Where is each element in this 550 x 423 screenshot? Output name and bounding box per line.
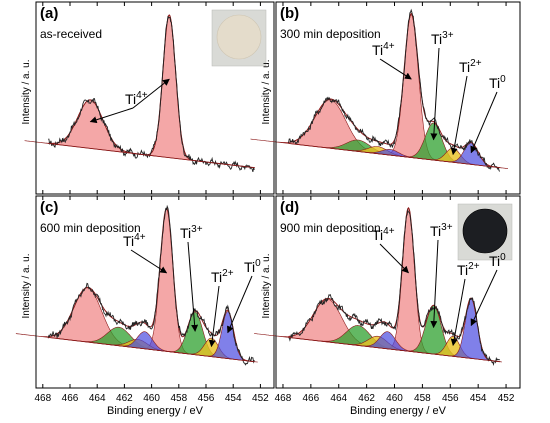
x-axis-label: Binding energy / eV <box>350 405 447 417</box>
x-tick-label: 464 <box>330 393 347 404</box>
peak-label-ti3plus: Ti3+ <box>430 222 453 239</box>
peak-arrow <box>470 91 498 154</box>
peak-label-ti3plus: Ti3+ <box>180 224 203 241</box>
panel-sample-label: as-received <box>40 27 102 41</box>
x-tick-label: 468 <box>275 393 292 404</box>
peak-arrow <box>130 249 168 274</box>
x-tick-label: 456 <box>198 393 215 404</box>
peak-label-ti4plus: Ti4+ <box>372 226 395 243</box>
y-axis-label: Intensity / a. u. <box>261 253 272 318</box>
panel-letter: (c) <box>40 199 58 216</box>
x-tick-label: 462 <box>358 393 375 404</box>
peak-arrow <box>208 285 220 348</box>
peak-ti4plus-satellite <box>24 99 157 157</box>
panel-c: 468 466 464 462 460 458 456 454 452 (c) 600 min de… <box>15 195 275 404</box>
x-tick-label: 454 <box>225 393 242 404</box>
x-tick-label: 458 <box>170 393 187 404</box>
peak-label-ti2plus: Ti2+ <box>459 58 482 75</box>
peak-arrow <box>132 78 170 109</box>
x-tick-label: 452 <box>498 393 515 404</box>
x-tick-label: 466 <box>303 393 320 404</box>
background-line <box>48 143 256 169</box>
raw-spectrum <box>48 15 255 173</box>
x-tick-label: 468 <box>34 393 51 404</box>
peak-arrow <box>187 241 199 332</box>
x-tick-label: 464 <box>89 393 106 404</box>
peak-arrow <box>379 58 412 80</box>
plot-frame <box>35 1 275 195</box>
x-tick-label: 460 <box>386 393 403 404</box>
y-axis-label: Intensity / a. u. <box>21 253 32 318</box>
sample-disc <box>216 14 262 60</box>
peak-arrow <box>430 47 440 141</box>
panel-letter: (a) <box>40 5 58 22</box>
raw-spectrum <box>288 8 501 172</box>
x-tick-label: 456 <box>442 393 459 404</box>
background-line <box>48 337 256 363</box>
peak-label-ti0: Ti0 <box>489 74 506 91</box>
panel-sample-label: 300 min deposition <box>280 27 381 41</box>
x-tick-label: 458 <box>414 393 431 404</box>
peak-ti4plus-satellite <box>250 99 411 158</box>
peak-label-ti4plus: Ti4+ <box>372 41 395 58</box>
panel-sample-label: 600 min deposition <box>40 221 141 235</box>
peak-arrow <box>430 239 439 329</box>
x-tick-label: 452 <box>252 393 269 404</box>
peak-arrow <box>470 269 498 327</box>
y-axis-label: Intensity / a. u. <box>21 59 32 124</box>
panel-a: (a) as-received Intensity / a. u. Ti4+ <box>21 1 275 195</box>
sample-disc <box>462 208 508 254</box>
panel-sample-label: 900 min deposition <box>280 221 381 235</box>
x-axis-label: Binding energy / eV <box>107 405 204 417</box>
peak-arrow <box>89 107 134 124</box>
y-axis-label: Intensity / a. u. <box>261 59 272 124</box>
plot-frame <box>275 1 521 195</box>
background-line <box>288 337 501 363</box>
background-line <box>288 143 501 169</box>
x-tick-label: 460 <box>143 393 160 404</box>
x-tick-label: 462 <box>116 393 133 404</box>
peak-arrow <box>227 275 253 334</box>
peak-label-ti2plus: Ti2+ <box>457 261 480 278</box>
panel-b: (b) 300 min deposition Intensity / a. u. Ti… <box>250 1 521 195</box>
raw-spectrum <box>288 208 500 367</box>
plot-frame <box>275 195 521 389</box>
peak-arrow <box>379 243 409 274</box>
peak-label-ti0: Ti0 <box>244 258 261 275</box>
peak-arrow <box>450 278 466 347</box>
peak-label-ti2plus: Ti2+ <box>211 268 234 285</box>
x-tick-label: 466 <box>62 393 79 404</box>
plot-frame <box>35 195 275 389</box>
raw-spectrum <box>47 204 255 366</box>
panel-d: 468 466 464 462 460 458 456 454 452 (d) 900 min de… <box>253 195 521 404</box>
peak-label-ti0: Ti0 <box>489 252 506 269</box>
panel-letter: (d) <box>280 199 299 216</box>
panel-letter: (b) <box>280 5 299 22</box>
peak-label-ti3plus: Ti3+ <box>431 30 454 47</box>
peak-ti4plus-main <box>136 14 203 162</box>
peak-label-ti4plus: Ti4+ <box>123 232 146 249</box>
x-tick-label: 454 <box>470 393 487 404</box>
peak-label-ti4plus: Ti4+ <box>125 90 148 107</box>
peak-arrow <box>450 75 468 156</box>
